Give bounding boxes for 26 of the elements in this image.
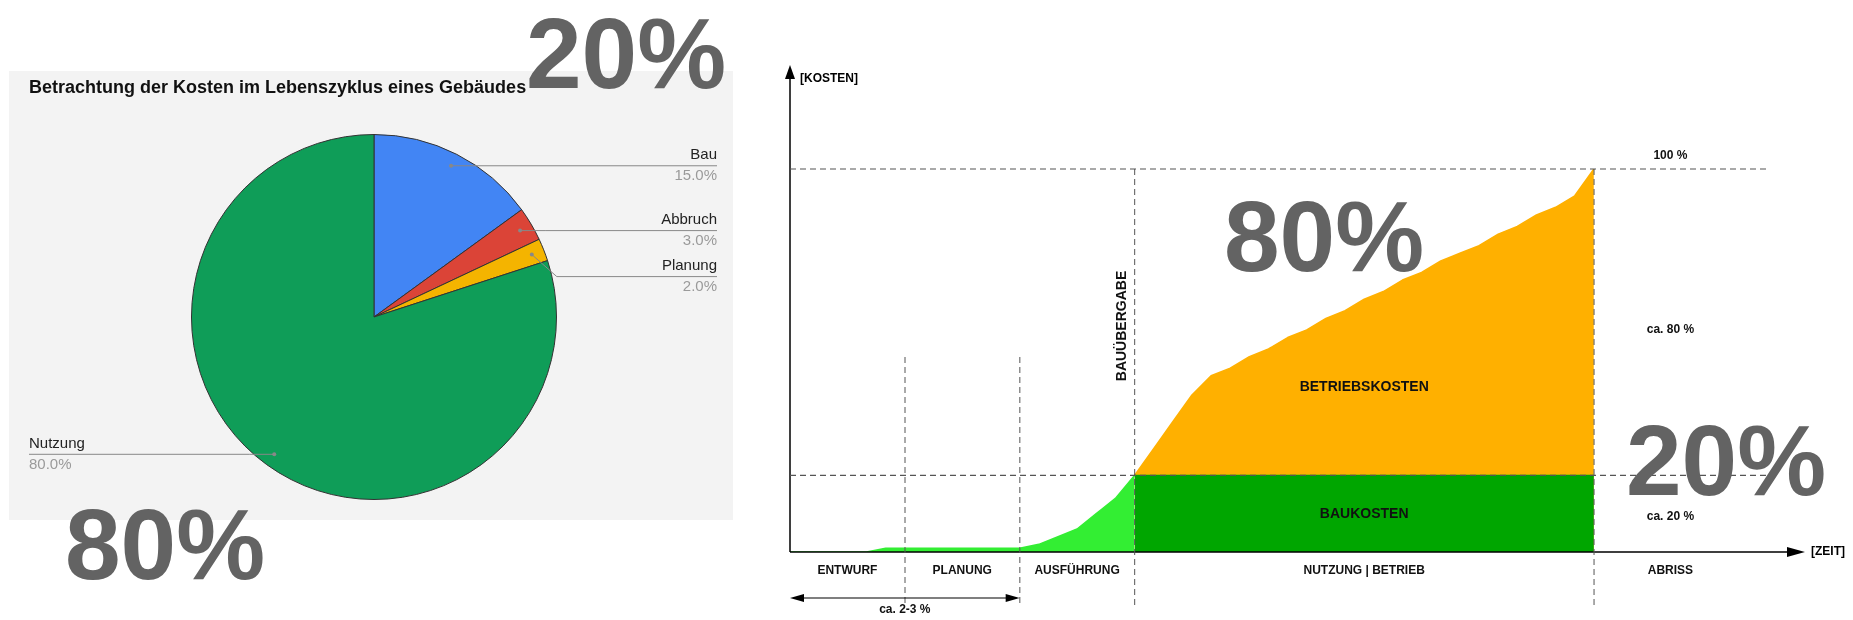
slice-label: Planung — [661, 256, 717, 274]
x-axis-title: [ZEIT] — [1811, 544, 1845, 559]
x-tick-label: PLANUNG — [932, 563, 992, 577]
annotation: ca. 80 % — [1646, 322, 1695, 336]
data-label: 2.0% — [682, 277, 717, 295]
text: 20% — [525, 0, 727, 109]
series-label: BETRIEBSKOSTEN — [1299, 378, 1429, 395]
annotation: ca. 20 % — [1646, 509, 1695, 523]
data-label: 80.0% — [29, 454, 72, 472]
y-axis-title: [KOSTEN] — [800, 71, 858, 86]
slice-label: Nutzung — [29, 433, 85, 451]
data-label: 15.0% — [674, 166, 717, 184]
x-tick-label: AUSFÜHRUNG — [1034, 563, 1120, 577]
annotation: 80% — [1223, 180, 1425, 292]
annotation: BAUÜBERGABE — [1112, 270, 1129, 382]
text: ca. 2-3 % — [879, 602, 931, 616]
x-tick-label: ABRISS — [1647, 563, 1694, 577]
chart-title: Betrachtung der Kosten im Lebenszyklus eines Gebäudes — [29, 77, 527, 98]
data-label: 3.0% — [682, 231, 717, 249]
series-label: BAUKOSTEN — [1319, 504, 1409, 521]
x-tick-label: NUTZUNG | BETRIEB — [1303, 563, 1425, 577]
slice-label: Bau — [690, 145, 717, 163]
slice-label: Abbruch — [661, 210, 717, 228]
text: 80% — [64, 488, 266, 600]
x-tick-label: ENTWURF — [817, 563, 878, 577]
text: 100 % — [1653, 148, 1688, 162]
